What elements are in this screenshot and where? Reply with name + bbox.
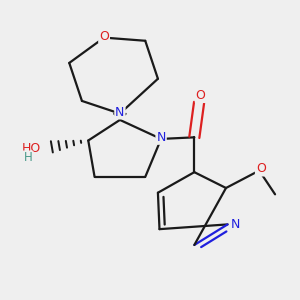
Text: HO: HO xyxy=(22,142,41,155)
Text: O: O xyxy=(256,163,266,176)
Text: N: N xyxy=(231,218,240,231)
Text: O: O xyxy=(99,29,109,43)
Text: N: N xyxy=(156,131,166,144)
Text: O: O xyxy=(196,89,206,102)
Text: H: H xyxy=(24,152,32,164)
Polygon shape xyxy=(114,114,126,120)
Text: N: N xyxy=(115,106,124,118)
